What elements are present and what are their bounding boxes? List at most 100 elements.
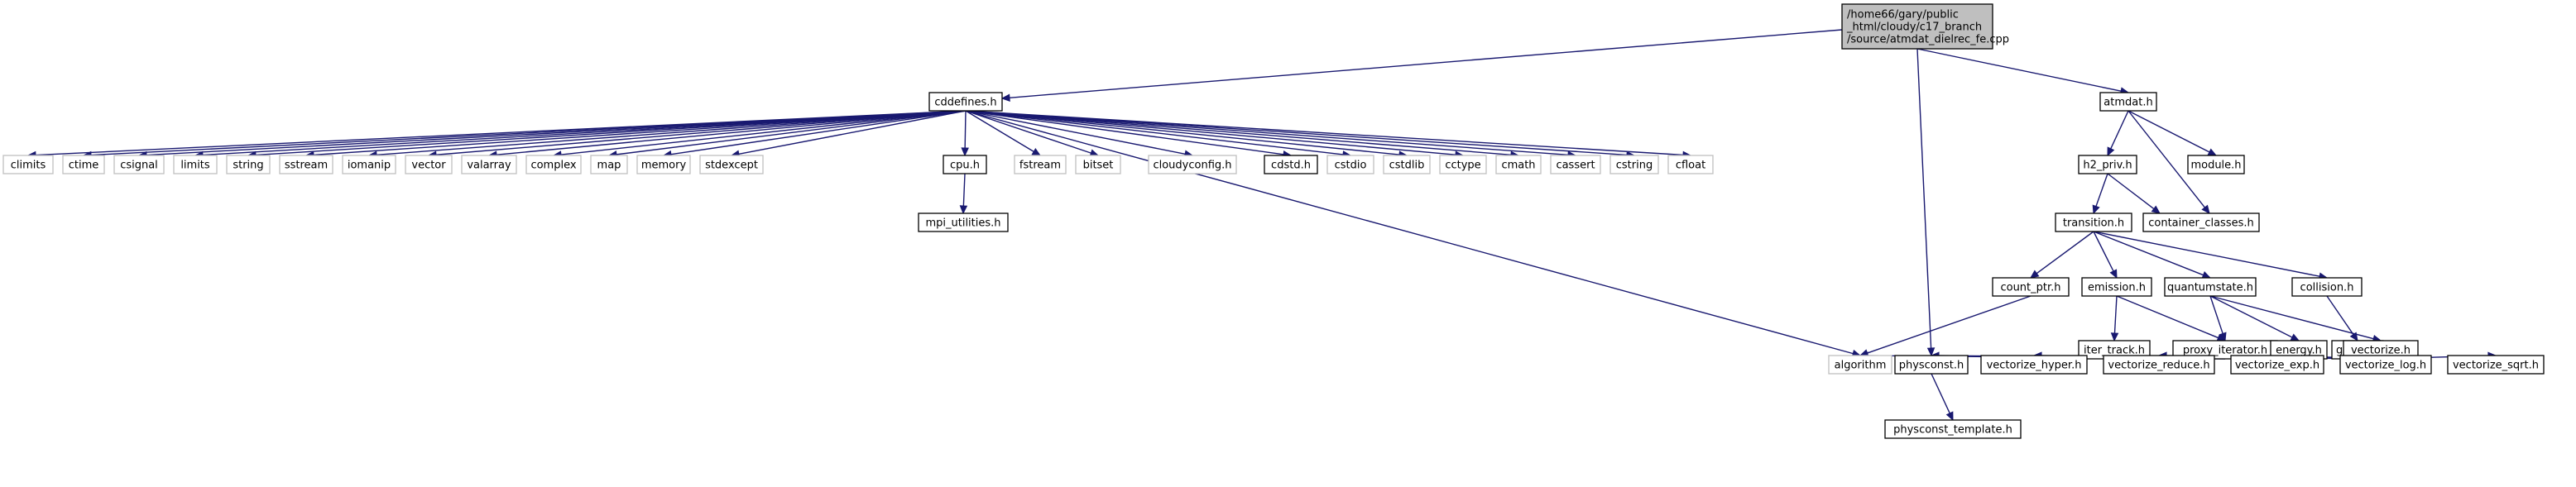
node-cstdio[interactable]: cstdio: [1326, 155, 1374, 174]
node-sstream[interactable]: sstream: [279, 155, 333, 174]
node-container-classes[interactable]: container_classes.h: [2142, 212, 2260, 232]
edge-line: [435, 110, 967, 155]
node-stdexcept[interactable]: stdexcept: [699, 155, 764, 174]
edge-collision-to-global: [2326, 295, 2358, 342]
node-box: [226, 155, 271, 174]
node-vectorize[interactable]: vectorize.h: [2343, 340, 2419, 360]
edge-line: [965, 110, 1091, 154]
node-vectorize-hyper[interactable]: vectorize_hyper.h: [1980, 355, 2088, 375]
node-string[interactable]: string: [226, 155, 271, 174]
node-box: [943, 155, 987, 174]
edge-line: [2095, 173, 2108, 207]
arrow-head-icon: [2349, 332, 2358, 342]
node-box: [2142, 212, 2260, 232]
node-label: iter_track.h: [2084, 345, 2145, 357]
node-valarray[interactable]: valarray: [461, 155, 517, 174]
node-bitset[interactable]: bitset: [1075, 155, 1121, 174]
node-box: [405, 155, 453, 174]
node-map[interactable]: map: [590, 155, 628, 174]
node-vectorize-sqrt[interactable]: vectorize_sqrt.h: [2447, 355, 2545, 375]
node-label: ctime: [69, 160, 99, 172]
arrow-head-icon: [961, 147, 969, 157]
node-box: [1667, 155, 1714, 174]
node-box: [590, 155, 628, 174]
node-energy[interactable]: energy.h: [2270, 340, 2328, 360]
edge-line: [496, 110, 967, 155]
edge-emission-to-iter-track: [2110, 295, 2119, 342]
node-vector[interactable]: vector: [405, 155, 453, 174]
node-cpu[interactable]: cpu.h: [943, 155, 987, 174]
node-memory[interactable]: memory: [636, 155, 691, 174]
node-cdstd[interactable]: cdstd.h: [1264, 155, 1318, 174]
node-fstream[interactable]: fstream: [1014, 155, 1067, 174]
node-cctype[interactable]: cctype: [1439, 155, 1487, 174]
node-vectorize-log[interactable]: vectorize_log.h: [2339, 355, 2432, 375]
node-physconst-template[interactable]: physconst_template.h: [1884, 419, 2022, 439]
arrow-head-icon: [2201, 271, 2212, 279]
edge-line: [2116, 295, 2219, 339]
node-csignal[interactable]: csignal: [113, 155, 165, 174]
node-emission[interactable]: emission.h: [2081, 277, 2152, 297]
node-label: vectorize_exp.h: [2235, 360, 2319, 372]
node-box: [2, 155, 54, 174]
node-cmath[interactable]: cmath: [1495, 155, 1542, 174]
node-algorithm[interactable]: algorithm: [1828, 355, 1892, 375]
node-box: [113, 155, 165, 174]
node-label: iomanip: [348, 160, 391, 172]
node-h2-priv[interactable]: h2_priv.h: [2078, 155, 2137, 174]
edge-line: [965, 110, 1400, 155]
node-quantumstate[interactable]: quantumstate.h: [2164, 277, 2257, 297]
node-box: [1828, 355, 1892, 375]
node-box: [1148, 155, 1237, 174]
node-vectorize-reduce[interactable]: vectorize_reduce.h: [2103, 355, 2215, 375]
node-cassert[interactable]: cassert: [1550, 155, 1601, 174]
node-box: [279, 155, 333, 174]
node-module[interactable]: module.h: [2187, 155, 2245, 174]
edge-cddefines-to-map: [607, 110, 967, 159]
node-box: [2339, 355, 2432, 375]
edge-line: [962, 173, 966, 207]
edge-line: [965, 110, 1034, 152]
node-label: bitset: [1083, 160, 1114, 172]
node-mpi-utilities[interactable]: mpi_utilities.h: [918, 212, 1009, 232]
node-cloudyconfig[interactable]: cloudyconfig.h: [1148, 155, 1237, 174]
node-physconst[interactable]: physconst.h: [1894, 355, 1969, 375]
node-label: vectorize_hyper.h: [1987, 360, 2082, 372]
node-label: cmath: [1501, 160, 1535, 172]
node-cstring[interactable]: cstring: [1609, 155, 1659, 174]
node-label: string: [233, 160, 263, 172]
edge-line: [2209, 295, 2293, 338]
node-atmdat[interactable]: atmdat.h: [2099, 92, 2157, 112]
arrow-head-icon: [1926, 347, 1936, 357]
node-cfloat[interactable]: cfloat: [1667, 155, 1714, 174]
edge-line: [2113, 295, 2118, 334]
node-count-ptr[interactable]: count_ptr.h: [1992, 277, 2070, 297]
node-cstdlib[interactable]: cstdlib: [1383, 155, 1431, 174]
node-box: [62, 155, 105, 174]
node-ctime[interactable]: ctime: [62, 155, 105, 174]
node-iomanip[interactable]: iomanip: [342, 155, 396, 174]
node-root[interactable]: /home66/gary/public_html/cloudy/c17_bran…: [1841, 3, 2009, 50]
node-limits[interactable]: limits: [173, 155, 218, 174]
node-transition[interactable]: transition.h: [2055, 212, 2132, 232]
node-label: valarray: [467, 160, 511, 172]
node-label: collision.h: [2300, 282, 2354, 294]
node-label: algorithm: [1835, 360, 1887, 372]
node-label: memory: [641, 160, 687, 172]
node-complex[interactable]: complex: [525, 155, 582, 174]
node-proxy-iterator[interactable]: proxy_iterator.h: [2172, 340, 2278, 360]
node-box: [1992, 277, 2070, 297]
node-cddefines[interactable]: cddefines.h: [928, 92, 1003, 112]
node-collision[interactable]: collision.h: [2291, 277, 2363, 297]
arrow-head-icon: [1945, 411, 1954, 422]
node-label: physconst.h: [1899, 360, 1964, 372]
edge-atmdat-to-module: [2127, 110, 2218, 156]
arrow-head-icon: [1000, 93, 1010, 102]
node-label: cstring: [1616, 160, 1653, 172]
edge-atmdat-to-container-classes: [2127, 110, 2210, 214]
node-climits[interactable]: climits: [2, 155, 54, 174]
node-label: cstdio: [1335, 160, 1367, 172]
edge-line: [616, 110, 967, 155]
node-vectorize-exp[interactable]: vectorize_exp.h: [2230, 355, 2324, 375]
